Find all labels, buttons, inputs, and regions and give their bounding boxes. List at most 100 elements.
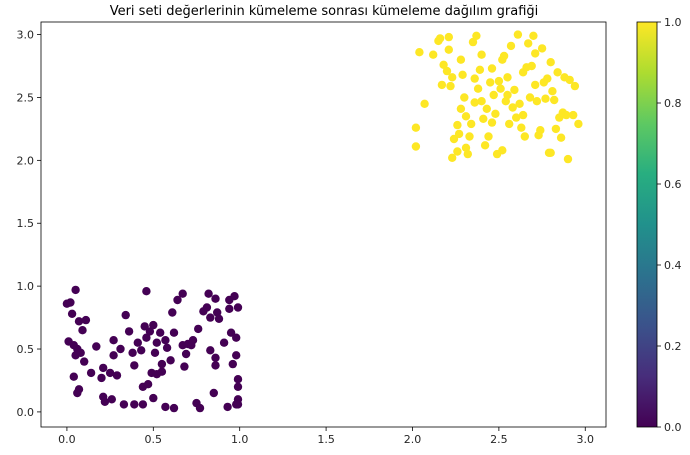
point-cluster-0-13 xyxy=(69,372,79,381)
point-cluster-1-66 xyxy=(537,44,547,53)
colorbar-tick-label: 0.2 xyxy=(664,340,682,353)
point-cluster-1-10 xyxy=(444,45,453,54)
point-cluster-0-19 xyxy=(99,363,108,373)
point-cluster-0-55 xyxy=(166,356,175,365)
point-cluster-0-77 xyxy=(211,361,220,370)
y-tick-label: 3.0 xyxy=(17,29,35,42)
point-cluster-0-47 xyxy=(152,338,161,347)
point-cluster-1-29 xyxy=(473,84,483,93)
point-cluster-0-74 xyxy=(206,346,215,355)
point-cluster-1-46 xyxy=(503,73,512,82)
point-cluster-1-39 xyxy=(491,109,500,119)
point-cluster-1-83 xyxy=(569,110,578,120)
point-cluster-1-4 xyxy=(429,50,438,59)
point-cluster-0-88 xyxy=(232,333,241,342)
point-cluster-0-58 xyxy=(169,328,179,337)
point-cluster-0-4 xyxy=(74,317,84,326)
y-tick-label: 0.0 xyxy=(17,406,35,419)
point-cluster-0-56 xyxy=(168,308,177,317)
point-cluster-1-23 xyxy=(463,149,472,159)
point-cluster-1-12 xyxy=(448,73,457,82)
point-cluster-1-92 xyxy=(487,118,497,127)
point-cluster-0-66 xyxy=(188,336,198,345)
point-cluster-0-49 xyxy=(156,328,165,337)
point-cluster-1-9 xyxy=(444,32,453,42)
point-cluster-1-15 xyxy=(453,147,462,156)
point-cluster-0-23 xyxy=(105,368,115,378)
x-tick-label: 0.0 xyxy=(58,433,76,446)
point-cluster-0-86 xyxy=(228,359,237,369)
point-cluster-1-6 xyxy=(435,34,445,43)
point-cluster-1-11 xyxy=(446,81,455,91)
point-cluster-1-33 xyxy=(480,141,490,150)
point-cluster-0-22 xyxy=(107,395,117,404)
x-tick-label: 1.0 xyxy=(231,433,249,446)
point-cluster-1-21 xyxy=(461,112,471,121)
point-cluster-0-57 xyxy=(169,403,179,413)
point-cluster-0-62 xyxy=(180,362,189,371)
point-cluster-0-71 xyxy=(202,303,212,312)
point-cluster-0-59 xyxy=(173,295,182,305)
point-cluster-1-27 xyxy=(470,74,479,83)
point-cluster-0-80 xyxy=(214,314,224,323)
point-cluster-0-46 xyxy=(150,348,160,357)
point-cluster-0-28 xyxy=(119,400,129,409)
point-cluster-1-89 xyxy=(518,110,528,120)
x-tick-label: 2.0 xyxy=(404,433,422,446)
point-cluster-0-89 xyxy=(232,351,241,360)
point-cluster-1-69 xyxy=(543,74,552,83)
y-tick-label: 0.5 xyxy=(17,343,35,356)
point-cluster-1-81 xyxy=(563,154,573,164)
point-cluster-0-16 xyxy=(86,368,96,378)
point-cluster-1-90 xyxy=(531,49,540,58)
point-cluster-1-18 xyxy=(456,55,466,64)
point-cluster-0-81 xyxy=(219,338,229,347)
point-cluster-0-78 xyxy=(211,294,220,303)
point-cluster-1-16 xyxy=(453,120,462,130)
point-cluster-0-76 xyxy=(211,353,220,362)
colorbar-gradient xyxy=(636,21,658,428)
point-cluster-0-52 xyxy=(161,336,170,345)
point-cluster-0-45 xyxy=(149,320,158,330)
point-cluster-1-32 xyxy=(479,114,488,124)
point-cluster-1-52 xyxy=(513,30,523,39)
point-cluster-0-60 xyxy=(178,289,187,298)
x-tick-label: 0.5 xyxy=(145,433,163,446)
point-cluster-0-40 xyxy=(142,333,151,342)
point-cluster-0-82 xyxy=(223,402,232,412)
point-cluster-0-53 xyxy=(161,402,170,412)
point-cluster-1-19 xyxy=(458,70,467,80)
point-cluster-0-69 xyxy=(195,403,205,413)
point-cluster-1-62 xyxy=(531,80,540,90)
point-cluster-1-14 xyxy=(449,134,459,144)
point-cluster-0-27 xyxy=(116,344,125,354)
point-cluster-1-49 xyxy=(508,103,517,112)
point-cluster-1-38 xyxy=(489,90,498,100)
y-tick-label: 2.0 xyxy=(17,154,35,167)
point-cluster-1-56 xyxy=(520,132,529,141)
point-cluster-1-86 xyxy=(456,104,466,114)
y-tick-label: 1.0 xyxy=(17,280,35,293)
point-cluster-0-3 xyxy=(67,309,77,318)
point-cluster-1-3 xyxy=(420,99,429,109)
point-cluster-0-79 xyxy=(213,308,222,317)
point-cluster-1-34 xyxy=(482,104,491,114)
point-cluster-0-30 xyxy=(124,327,134,336)
point-cluster-1-82 xyxy=(565,75,574,85)
point-cluster-1-30 xyxy=(475,65,485,75)
point-cluster-0-63 xyxy=(181,349,191,359)
colorbar-tick-label: 0.0 xyxy=(664,421,682,434)
colorbar-tick-label: 0.4 xyxy=(664,259,682,272)
colorbar-tick-label: 0.6 xyxy=(664,178,682,191)
point-cluster-1-31 xyxy=(477,97,486,106)
plot-frame xyxy=(40,21,607,428)
point-cluster-1-63 xyxy=(532,97,542,106)
point-cluster-1-51 xyxy=(512,113,521,122)
point-cluster-0-44 xyxy=(149,393,158,403)
point-cluster-0-51 xyxy=(157,359,167,369)
point-cluster-1-25 xyxy=(467,119,476,129)
axes-layer: 0.0 0.5 1.0 1.5 2.0 2.5 3.0 0.0 0.5 1.0 1.5 2.0 2.5 3… xyxy=(17,29,595,446)
point-cluster-1-8 xyxy=(442,66,452,76)
point-cluster-0-21 xyxy=(100,397,110,406)
point-cluster-0-5 xyxy=(81,315,91,325)
